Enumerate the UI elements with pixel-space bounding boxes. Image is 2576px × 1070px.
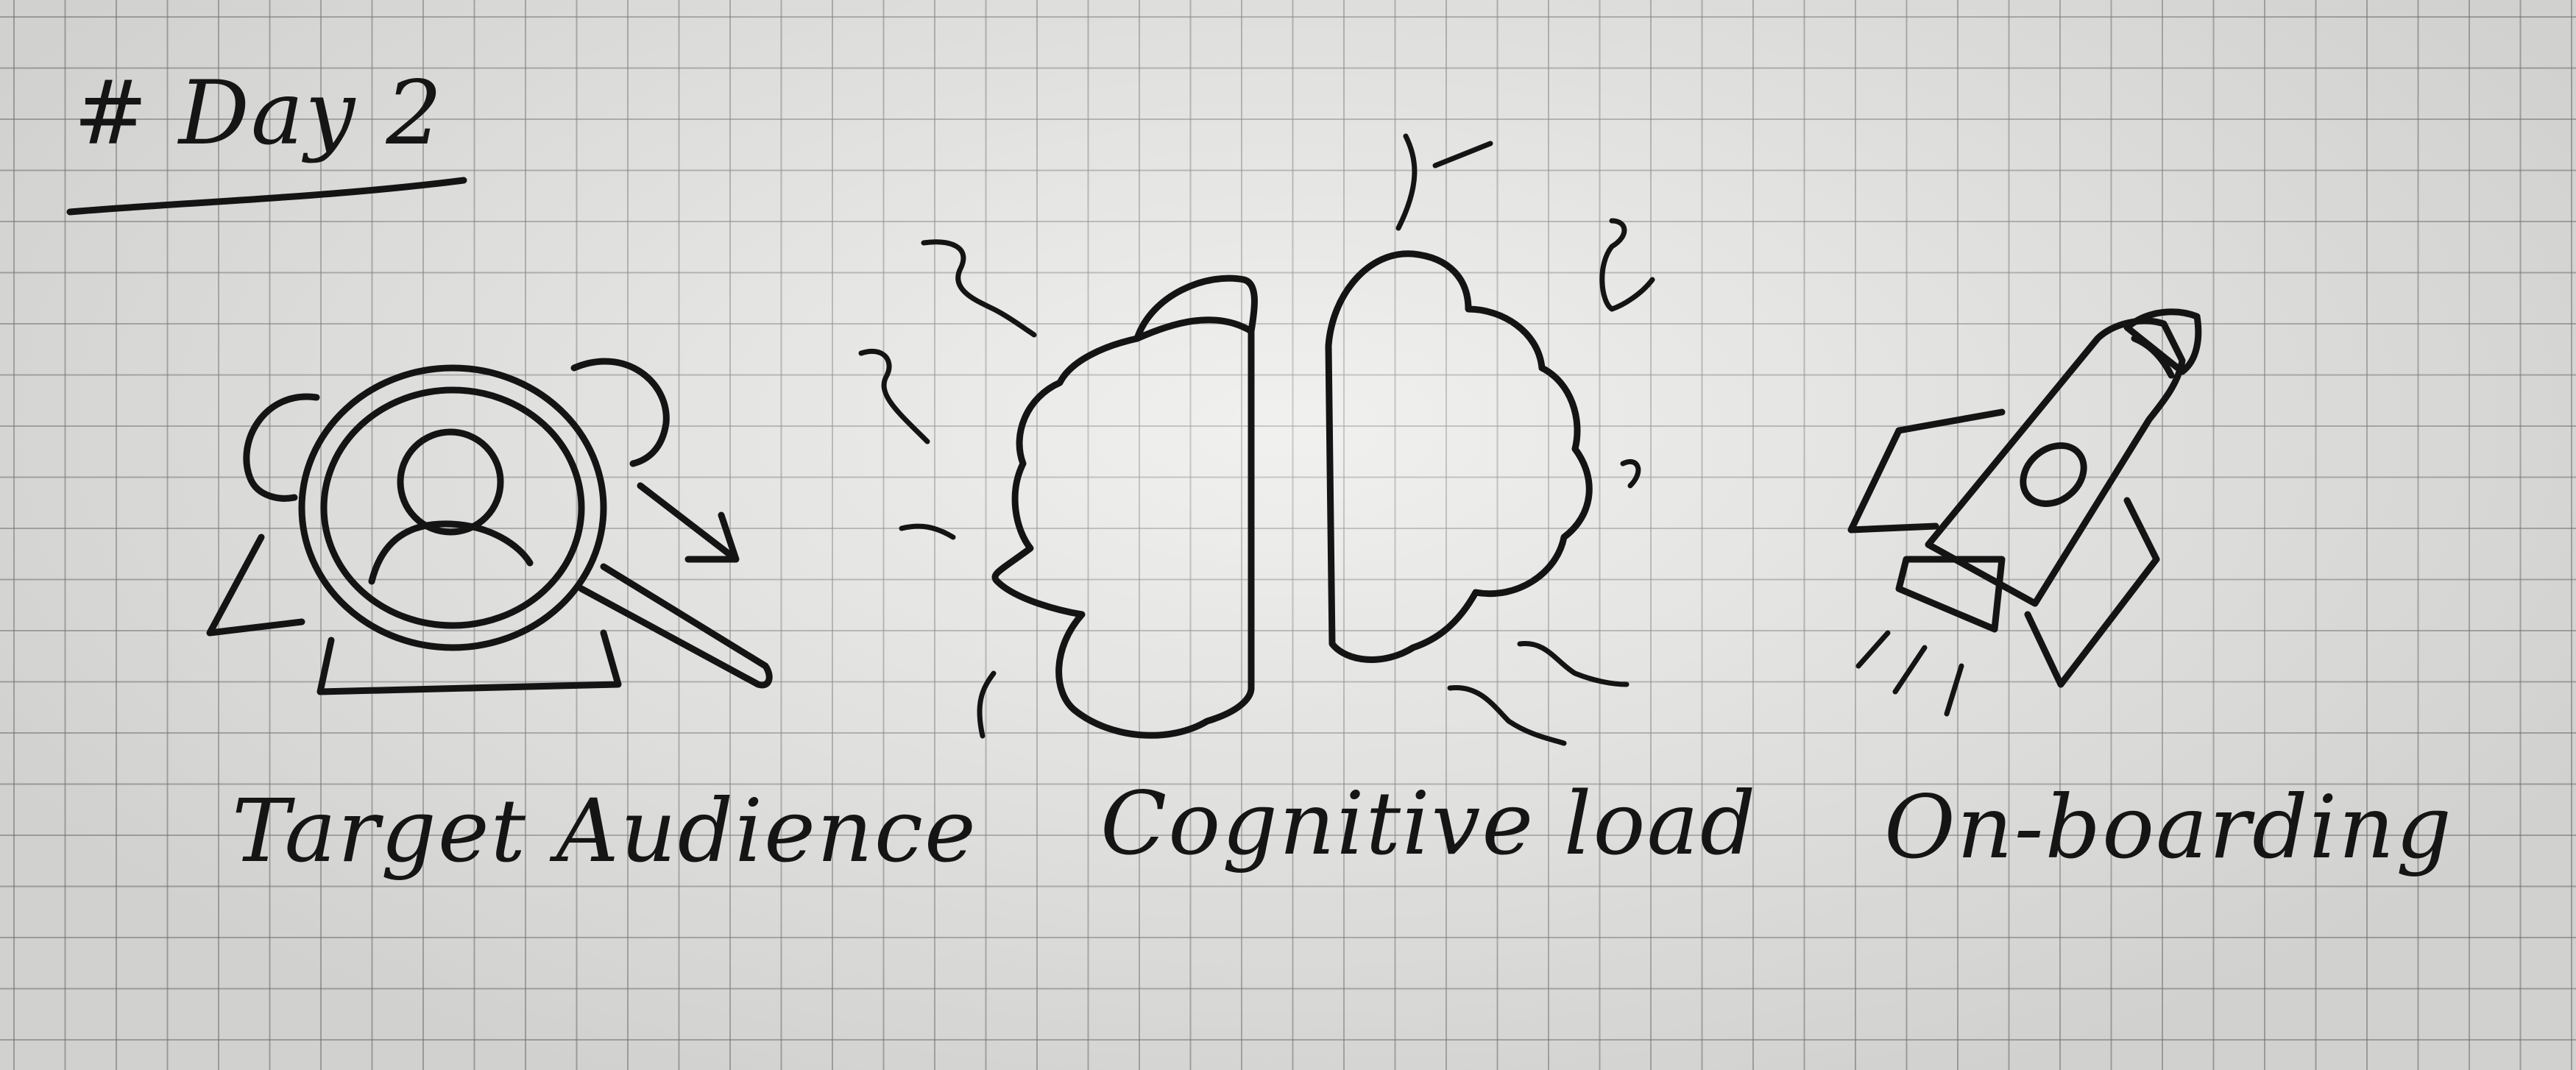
heading-underline xyxy=(66,177,467,216)
page-heading: # Day 2 xyxy=(74,63,444,165)
onboarding-label: On-boarding xyxy=(1884,776,2453,878)
target-audience-icon xyxy=(206,358,773,695)
target-audience-label: Target Audience xyxy=(232,780,977,882)
cognitive-load-icon xyxy=(858,133,1655,746)
rocket-icon xyxy=(1847,308,2202,717)
cognitive-load-label: Cognitive load xyxy=(1100,773,1758,874)
